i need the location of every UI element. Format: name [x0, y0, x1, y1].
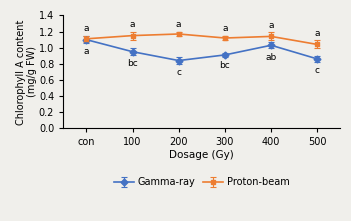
Text: a: a	[269, 21, 274, 30]
Text: a: a	[84, 24, 89, 33]
Text: c: c	[315, 66, 320, 75]
Text: bc: bc	[220, 61, 230, 70]
Legend: Gamma-ray, Proton-beam: Gamma-ray, Proton-beam	[111, 173, 293, 191]
Text: a: a	[130, 20, 135, 29]
Text: c: c	[176, 68, 181, 77]
Text: bc: bc	[127, 59, 138, 68]
X-axis label: Dosage (Gy): Dosage (Gy)	[170, 150, 234, 160]
Text: a: a	[222, 24, 228, 33]
Y-axis label: Chlorophyll A content
(mg/g FW): Chlorophyll A content (mg/g FW)	[16, 19, 38, 124]
Text: a: a	[314, 29, 320, 38]
Text: ab: ab	[265, 53, 277, 61]
Text: a: a	[176, 20, 181, 29]
Text: a: a	[84, 47, 89, 56]
